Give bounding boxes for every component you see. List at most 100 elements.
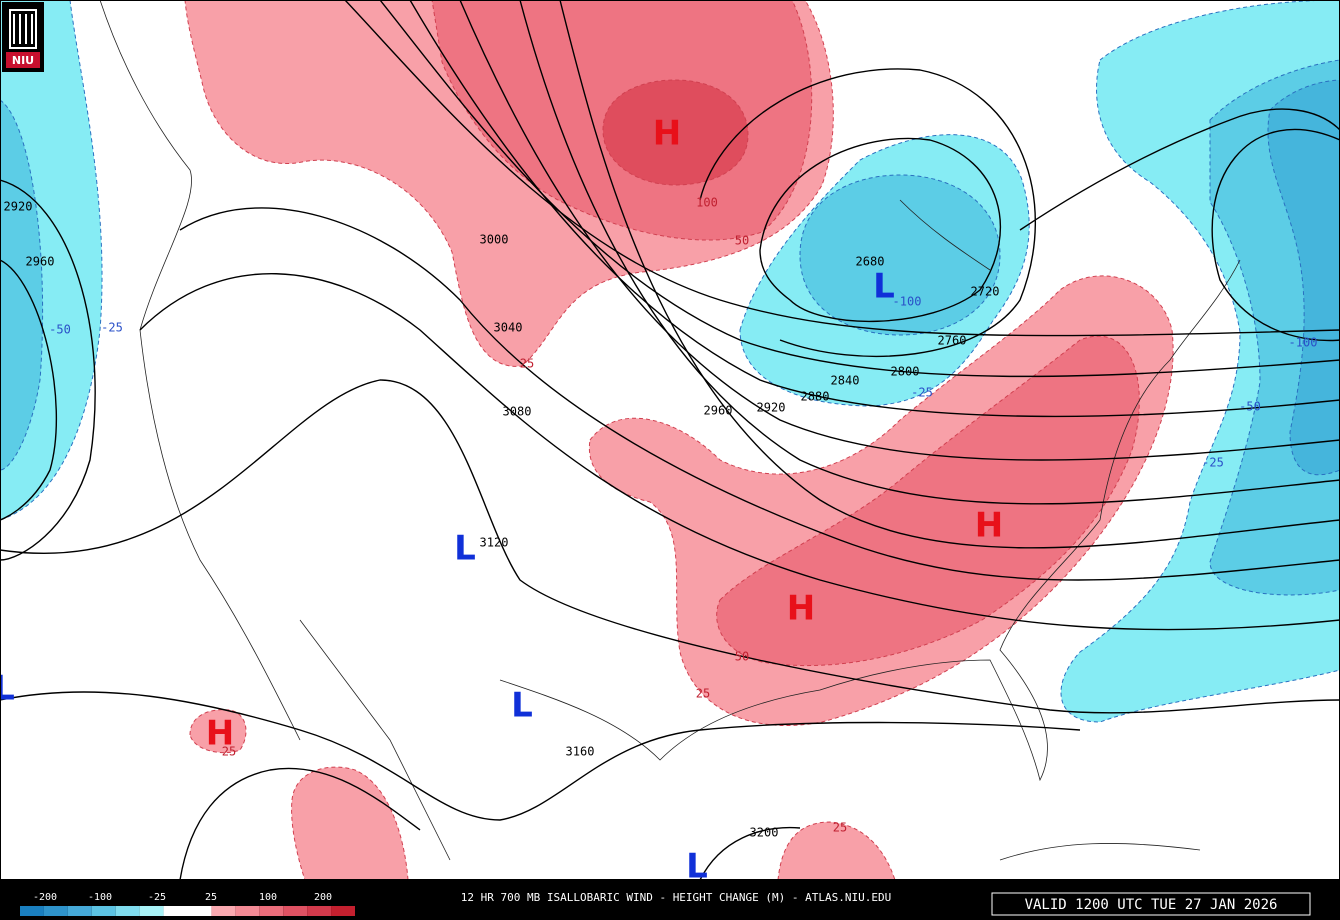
- height-contour: [379, 0, 1340, 378]
- height-contour-label: 2920: [757, 401, 786, 415]
- height-contour-label: 2760: [938, 334, 967, 348]
- height-change-label: 50: [735, 234, 749, 248]
- high-center: H: [975, 506, 1003, 546]
- height-contour-label: 3120: [480, 536, 509, 550]
- height-change-label: 50: [735, 650, 749, 664]
- height-contour: [344, 0, 1340, 337]
- logo-text: NIU: [12, 54, 34, 67]
- height-change-label: -25: [1202, 456, 1224, 470]
- legend-swatch: [307, 906, 332, 916]
- change-shade: [799, 174, 1001, 336]
- height-contour: [699, 68, 1037, 358]
- low-center: L: [454, 529, 476, 569]
- change-shade: [602, 79, 749, 186]
- footer-title: 12 HR 700 MB ISALLOBARIC WIND - HEIGHT C…: [461, 891, 891, 904]
- height-change-label: -25: [911, 386, 933, 400]
- height-contours: [0, 0, 1340, 881]
- coastline: [899, 199, 1201, 861]
- height-contour: [759, 137, 1002, 323]
- height-contour: [1019, 108, 1340, 231]
- change-shade: [777, 821, 896, 881]
- height-contour: [0, 179, 96, 561]
- height-contour-label: 2800: [891, 365, 920, 379]
- high-center: H: [787, 589, 815, 629]
- height-contour-label: 3080: [503, 405, 532, 419]
- height-change-label: -50: [1239, 400, 1261, 414]
- height-change-shading: [0, 0, 1340, 881]
- height-contour: [0, 259, 57, 521]
- height-contour-label: 3000: [480, 233, 509, 247]
- legend-swatch: [91, 906, 116, 916]
- logo: NIU: [2, 2, 44, 72]
- coastline: [299, 619, 451, 861]
- legend-label: -25: [148, 892, 166, 903]
- height-contour-label: 2880: [801, 390, 830, 404]
- legend-swatch: [67, 906, 92, 916]
- low-center: L: [511, 686, 533, 726]
- height-contour-label: 3160: [566, 745, 595, 759]
- logo-badge: [6, 52, 40, 68]
- coastline: [99, 0, 301, 741]
- coastlines: [99, 0, 1241, 861]
- valid-time: VALID 1200 UTC TUE 27 JAN 2026: [1025, 897, 1278, 913]
- height-change-label: -100: [1289, 336, 1318, 350]
- legend-swatch: [163, 906, 188, 916]
- height-contour-label: 2960: [704, 404, 733, 418]
- legend-swatch: [211, 906, 236, 916]
- height-contour: [699, 826, 801, 881]
- low-center: L: [873, 267, 895, 307]
- low-center: L: [0, 669, 15, 709]
- height-contour-label: 2720: [971, 285, 1000, 299]
- height-contour: [559, 0, 1340, 549]
- height-contour: [179, 207, 1340, 581]
- height-contour: [1211, 128, 1340, 342]
- height-contour: [179, 767, 421, 881]
- height-change-label: 25: [222, 745, 236, 759]
- height-contour: [519, 0, 1340, 505]
- height-contour-label: 2680: [856, 255, 885, 269]
- height-contour-label: 2920: [4, 200, 33, 214]
- height-change-label: 100: [696, 196, 718, 210]
- legend-label: -200: [33, 892, 57, 903]
- legend-label: -100: [88, 892, 112, 903]
- change-shade: [0, 99, 44, 471]
- color-legend: -200 -100 -25 25 100 200: [20, 892, 355, 916]
- height-change-label: -25: [101, 321, 123, 335]
- height-contour: [0, 379, 1340, 714]
- map-labels: 2920 2960 3000 3040 3080 3120 3160 3200 2680 2720…: [0, 114, 1317, 887]
- height-contour: [139, 273, 1340, 631]
- legend-swatch: [115, 906, 140, 916]
- change-shade: [291, 766, 409, 881]
- logo-tower: [9, 9, 37, 49]
- legend-swatch: [235, 906, 260, 916]
- legend-label: 25: [205, 892, 217, 903]
- height-contour-label: 3200: [750, 826, 779, 840]
- height-contour-label: 3040: [494, 321, 523, 335]
- high-center: H: [653, 114, 681, 154]
- legend-swatch: [43, 906, 68, 916]
- height-contour: [409, 0, 1340, 418]
- height-change-label: 25: [833, 821, 847, 835]
- legend-swatch: [283, 906, 308, 916]
- height-contour-label: 2960: [26, 255, 55, 269]
- valid-box: [991, 892, 1311, 916]
- legend-swatch: [20, 906, 44, 916]
- legend-swatch: [187, 906, 212, 916]
- legend-swatch: [139, 906, 164, 916]
- height-contour: [459, 0, 1340, 461]
- low-center: L: [686, 847, 708, 887]
- change-shade: [1267, 79, 1340, 476]
- legend-swatch: [259, 906, 284, 916]
- height-change-label: 25: [696, 687, 710, 701]
- height-change-label: -50: [49, 323, 71, 337]
- legend-label: 200: [314, 892, 332, 903]
- height-change-label: 25: [520, 357, 534, 371]
- legend-swatch: [331, 906, 355, 916]
- change-shade: [716, 335, 1140, 667]
- height-contour: [0, 691, 1081, 821]
- coastline: [499, 259, 1241, 782]
- height-contour-label: 2840: [831, 374, 860, 388]
- legend-label: 100: [259, 892, 277, 903]
- high-center: H: [206, 714, 234, 754]
